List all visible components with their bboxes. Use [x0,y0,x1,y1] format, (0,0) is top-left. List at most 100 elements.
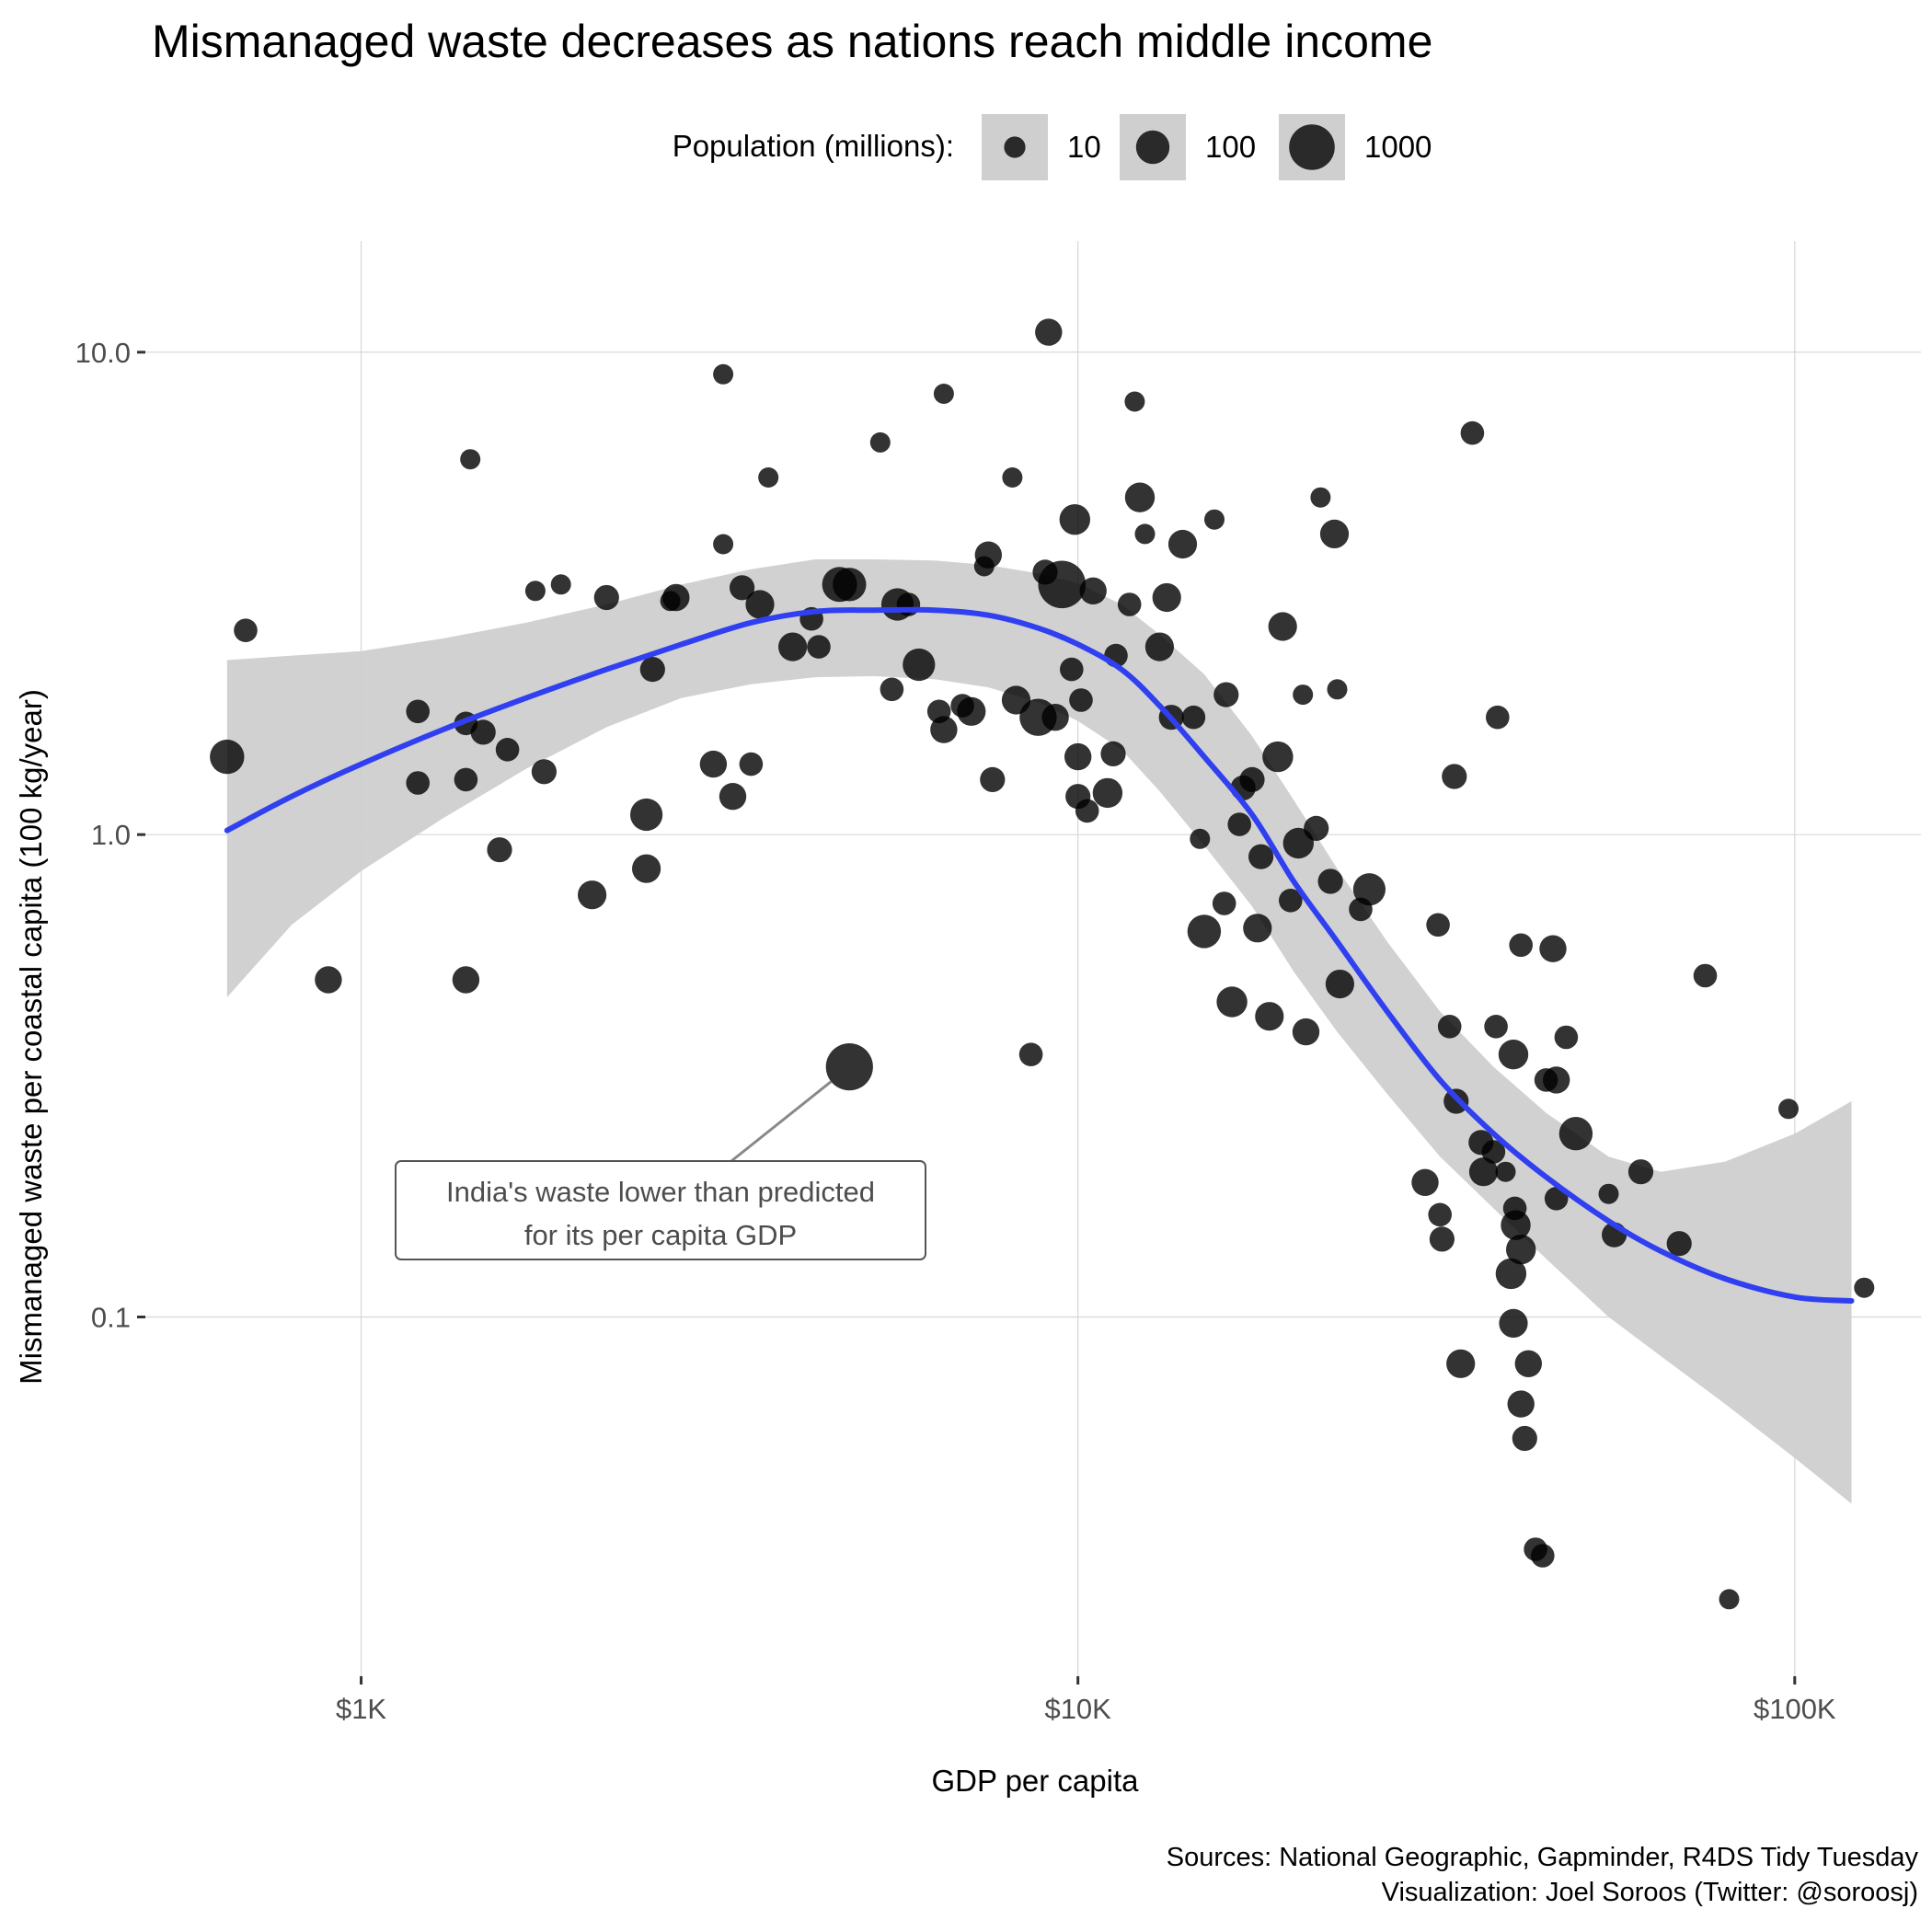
data-point [713,534,734,555]
y-tick-label: 10.0 [75,337,131,369]
data-point [1437,1015,1462,1039]
data-point [454,767,478,792]
data-point [1484,1015,1508,1039]
annotation-box [395,1160,926,1260]
data-point [531,759,558,785]
data-point [1352,873,1386,906]
data-point [1554,1025,1579,1050]
india-annotation: India's waste lower than predicted for it… [395,1080,926,1260]
data-point [1426,913,1450,937]
data-point [452,966,480,994]
data-point [1059,504,1091,535]
data-point [1531,1544,1555,1568]
data-point [406,699,431,724]
legend-key-point [1289,124,1335,170]
data-point [1018,1042,1043,1066]
axes: $1K $10K $100K 10.0 1.0 0.1 [75,337,1836,1725]
data-point [1719,1589,1740,1610]
data-point [699,750,728,778]
legend-title: Population (millions): [673,129,954,163]
data-point [1502,1196,1527,1221]
data-point [593,584,619,611]
y-tick-label: 1.0 [91,819,131,851]
data-point [974,541,1003,569]
data-point [1292,1018,1320,1046]
data-point [1666,1231,1692,1257]
caption-sources: Sources: National Geographic, Gapminder,… [1167,1843,1919,1872]
smooth-line-layer [224,606,1855,1304]
data-point [1144,632,1174,661]
data-point [1064,742,1092,771]
data-point [1498,1040,1529,1070]
data-point [487,837,512,863]
data-point [1486,705,1510,730]
data-point [578,880,607,910]
data-point [460,449,481,470]
points-layer [210,318,1875,1610]
data-point [524,581,546,602]
data-point [739,752,764,776]
data-point [1075,799,1099,823]
data-point [1213,682,1239,707]
data-point [550,574,571,595]
data-point [1092,777,1123,809]
confidence-band [226,559,1852,1504]
plot-area [145,241,1921,1676]
data-point [1124,482,1156,512]
annotation-text: for its per capita GDP [524,1219,797,1251]
chart-title: Mismanaged waste decreases as nations re… [152,16,1432,67]
data-point [1558,1117,1593,1151]
data-point [930,716,958,743]
data-point [1100,741,1126,767]
data-point [1514,1350,1543,1378]
data-point [1204,509,1225,530]
data-point [406,771,431,795]
data-point [639,657,665,683]
x-axis-title: GDP per capita [931,1764,1139,1798]
data-point [470,719,496,745]
data-point [1167,529,1198,559]
data-point [315,966,342,994]
data-point [1778,1098,1799,1120]
data-point [632,854,661,883]
caption-visualization: Visualization: Joel Soroos (Twitter: @so… [1382,1878,1918,1907]
data-point [1216,986,1248,1018]
data-point [933,384,954,404]
data-point [1262,741,1294,773]
data-point [869,431,891,453]
data-point [807,635,831,659]
legend-label: 100 [1205,130,1256,164]
data-point [1239,766,1265,793]
data-point [1190,828,1211,849]
data-point [1543,1066,1570,1094]
data-point [1124,391,1145,412]
data-point [1310,487,1331,508]
data-point [1481,1140,1506,1164]
data-point [1248,844,1274,869]
legend-label: 10 [1067,130,1101,164]
x-tick-label: $10K [1044,1693,1111,1725]
data-point [1293,684,1314,706]
data-point [662,583,690,612]
data-point [495,738,520,762]
data-point [1598,1183,1619,1204]
data-point [1002,467,1023,488]
data-point [1304,815,1329,842]
data-point [719,783,747,811]
data-point [1854,1277,1875,1298]
data-point [1319,519,1350,549]
data-point [880,677,904,702]
x-tick-label: $100K [1754,1693,1836,1725]
x-tick-label: $1K [336,1693,386,1725]
annotation-connector [730,1080,833,1163]
data-point [1317,868,1343,894]
data-point [778,632,808,661]
data-point [1509,933,1533,958]
data-point [1038,560,1087,609]
data-point [1428,1202,1452,1227]
data-point [1079,577,1107,604]
data-point [758,467,779,488]
data-point [980,766,1006,793]
annotation-text: India's waste lower than predicted [446,1176,875,1208]
